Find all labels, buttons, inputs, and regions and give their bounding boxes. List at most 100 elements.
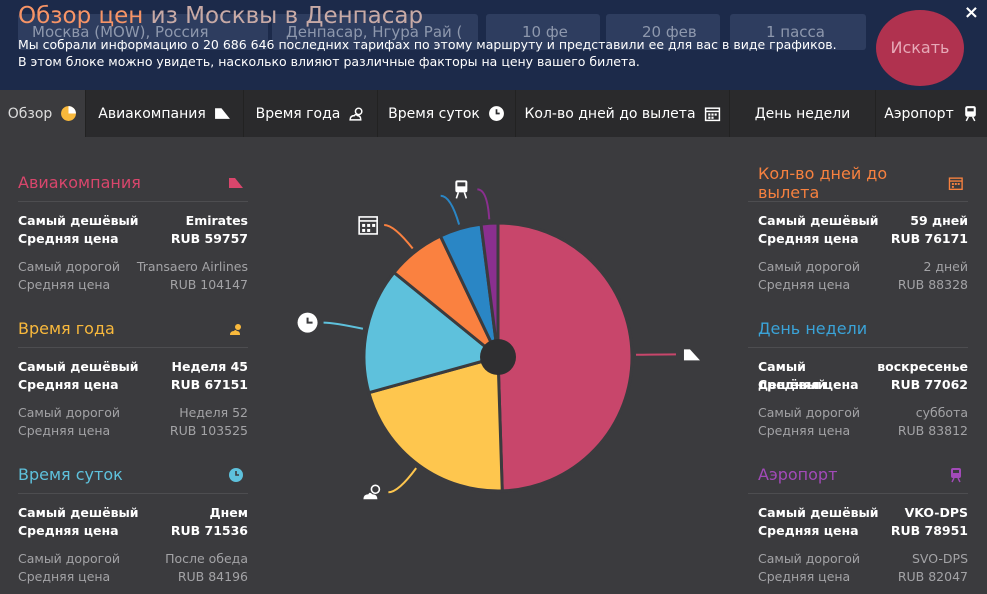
row-label: Средняя цена [758,377,859,392]
cheapest-avg-row: Средняя цена RUB 59757 [18,230,248,248]
stats-season: Время года Самый дешёвый Неделя 45 Средня… [18,310,248,456]
row-value: RUB 76171 [890,231,968,246]
destination-field[interactable]: Денпасар, Нгура Рай ( [272,14,478,50]
sun-cloud-icon [230,323,241,335]
return-date-field[interactable]: 20 фев [606,14,720,50]
departure-date-field[interactable]: 10 фе [486,14,600,50]
expensive-row: Самый дорогой SVO-DPS [748,550,968,568]
left-stats-panel: Авиакомпания Самый дешёвый Emirates Средн… [18,164,248,594]
row-label: Самый дорогой [758,551,860,566]
section-title-text: Время года [18,319,115,338]
row-value: Transaero Airlines [136,259,248,274]
row-value: суббота [915,405,968,420]
row-value: RUB 83812 [897,423,968,438]
section-title: Кол-во дней до вылета [748,164,968,202]
cheapest-row: Самый дешёвый Emirates [18,212,248,230]
row-value: После обеда [165,551,248,566]
row-label: Самый дешёвый [18,505,139,520]
expensive-avg-row: Средняя цена RUB 82047 [748,568,968,586]
tab-weekday[interactable]: День недели [730,90,876,137]
expensive-avg-row: Средняя цена RUB 83812 [748,422,968,440]
tab-label: Кол-во дней до вылета [524,105,696,122]
pie-slice[interactable] [366,355,504,493]
pie-slice[interactable] [362,270,502,395]
description-line-2: В этом блоке можно увидеть, насколько вл… [18,54,640,69]
tab-airport[interactable]: Аэропорт [876,90,987,137]
row-label: Самый дешёвый [18,359,139,374]
row-label: Самый дешёвый [758,505,879,520]
tab-label: Время года [255,105,341,122]
section-title: Аэропорт [748,456,968,494]
row-label: Средняя цена [758,277,851,292]
row-label: Средняя цена [18,377,119,392]
calendar-icon [704,107,720,122]
clock-icon [297,312,318,333]
stats-airport: Аэропорт Самый дешёвый VKO-DPS Средняя це… [748,456,968,594]
row-label: Самый дорогой [758,259,860,274]
tab-bar: Обзор Авиакомпания Время года Время суто… [0,90,987,137]
row-value: Днем [209,505,248,520]
row-value: 59 дней [910,213,968,228]
section-title-text: День недели [758,319,868,338]
row-value: RUB 59757 [170,231,248,246]
clock-icon [488,106,504,121]
row-label: Самый дешёвый [758,359,827,392]
tab-days-before[interactable]: Кол-во дней до вылета [516,90,730,137]
close-icon[interactable]: × [963,2,979,23]
section-title-text: Авиакомпания [18,173,141,192]
passengers-field[interactable]: 1 пасса [730,14,866,50]
tab-airline[interactable]: Авиакомпания [86,90,244,137]
expensive-row: Самый дорогой После обеда [18,550,248,568]
origin-field[interactable]: Москва (MOW), Россия [18,14,268,50]
row-label: Самый дорогой [18,259,120,274]
row-value: Неделя 45 [171,359,248,374]
row-label: Средняя цена [18,423,111,438]
pie-slice[interactable] [479,221,500,358]
row-label: Самый дешёвый [18,213,139,228]
expensive-row: Самый дорогой Transaero Airlines [18,258,248,276]
tab-time-of-day[interactable]: Время суток [378,90,516,137]
expensive-row: Самый дорогой Неделя 52 [18,404,248,422]
row-value: RUB 103525 [169,423,248,438]
train-icon [951,467,961,482]
train-icon [964,106,976,122]
row-label: Средняя цена [758,423,851,438]
stats-airline: Авиакомпания Самый дешёвый Emirates Средн… [18,164,248,310]
row-value: VKO-DPS [904,505,968,520]
pie-chart-icon [61,106,77,121]
row-label: Самый дорогой [18,551,120,566]
train-icon [455,180,468,199]
tab-label: Аэропорт [884,105,954,122]
description-line-1: Мы собрали информацию о 20 686 646 после… [18,37,837,52]
pie-slice[interactable] [496,221,634,493]
expensive-avg-row: Средняя цена RUB 104147 [18,276,248,294]
sun-cloud-icon [349,107,363,121]
cheapest-row: Самый дешёвый воскресенье [748,358,968,392]
expensive-row: Самый дорогой суббота [748,404,968,422]
cheapest-avg-row: Средняя цена RUB 77062 [748,376,968,394]
row-label: Средняя цена [18,569,111,584]
tab-overview[interactable]: Обзор [0,90,86,137]
section-title: Авиакомпания [18,164,248,202]
expensive-avg-row: Средняя цена RUB 84196 [18,568,248,586]
pie-leader-line [388,467,417,494]
section-title-text: Время суток [18,465,123,484]
search-bar: Москва (MOW), Россия Денпасар, Нгура Рай… [0,10,987,86]
search-button[interactable]: Искать [876,10,964,86]
pie-leader-line [440,194,461,225]
row-label: Средняя цена [18,277,111,292]
airplane-tail-icon [214,108,230,119]
tab-season[interactable]: Время года [244,90,378,137]
page-title: Обзор цен из Москвы в Денпасар [18,3,423,29]
row-value: RUB 78951 [890,523,968,538]
factor-pie-chart [297,180,700,500]
row-value: RUB 82047 [897,569,968,584]
right-stats-panel: Кол-во дней до вылета Самый дешёвый 59 дн… [748,164,968,594]
tab-label: День недели [754,105,851,122]
title-main: Обзор цен [18,3,144,29]
cheapest-avg-row: Средняя цена RUB 71536 [18,522,248,540]
row-value: Неделя 52 [179,405,248,420]
row-value: RUB 84196 [177,569,248,584]
calendar-icon [949,176,964,190]
section-title: Время суток [18,456,248,494]
